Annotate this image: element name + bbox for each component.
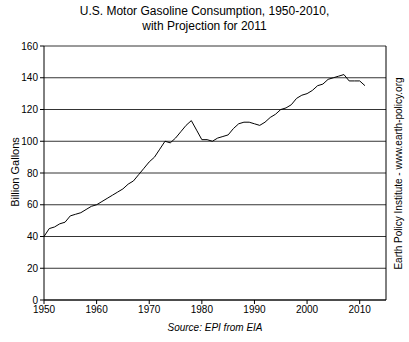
svg-text:0: 0 [32,295,38,306]
html-text:Billion Gallons: Billion Gallons [9,137,21,207]
svg-text:1970: 1970 [138,304,161,315]
svg-text:40: 40 [27,231,39,242]
html-text:Earth Policy Institute - www.e: Earth Policy Institute - www.earth-polic… [392,77,404,270]
svg-text:1950: 1950 [33,304,56,315]
svg-text:60: 60 [27,199,39,210]
svg-text:140: 140 [21,72,38,83]
svg-text:100: 100 [21,136,38,147]
svg-text:160: 160 [21,41,38,52]
svg-text:2000: 2000 [296,304,319,315]
svg-text:80: 80 [27,168,39,179]
html-text:Source: EPI from EIA: Source: EPI from EIA [167,322,263,333]
svg-text:2010: 2010 [349,304,372,315]
svg-text:1960: 1960 [85,304,108,315]
svg-text:120: 120 [21,104,38,115]
svg-text:1980: 1980 [191,304,214,315]
html-text:U.S. Motor Gasoline Consumptio: U.S. Motor Gasoline Consumption, 1950-20… [79,4,330,18]
html-text:with Projection for 2011: with Projection for 2011 [142,19,267,33]
svg-text:1990: 1990 [243,304,266,315]
svg-text:20: 20 [27,263,39,274]
